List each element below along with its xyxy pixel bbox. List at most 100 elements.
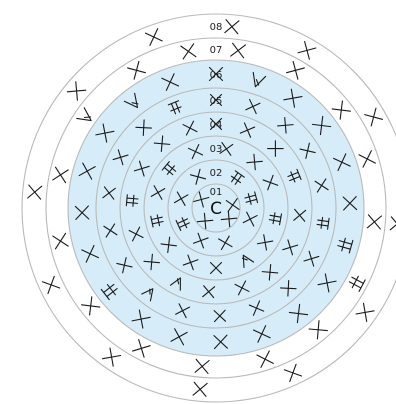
single-crochet-stitch-icon: [192, 381, 208, 397]
single-crochet-stitch-icon: [317, 273, 337, 293]
round-4-ring: [119, 111, 313, 305]
single-crochet-stitch-icon: [202, 285, 216, 299]
single-crochet-stitch-icon: [219, 141, 234, 156]
single-crochet-stitch-icon: [283, 88, 303, 108]
single-crochet-stitch-icon: [311, 115, 332, 136]
single-crochet-stitch-icon: [293, 208, 307, 222]
single-crochet-stitch-icon: [242, 211, 258, 227]
single-crochet-stitch-icon: [245, 98, 261, 115]
single-crochet-stitch-icon: [331, 100, 351, 120]
single-crochet-stitch-icon: [150, 185, 166, 200]
round-label-6: 06: [210, 70, 223, 81]
single-crochet-stitch-icon: [133, 160, 150, 177]
single-crochet-stitch-icon: [239, 122, 256, 138]
single-crochet-stitch-icon: [160, 236, 177, 254]
single-crochet-stitch-icon: [256, 234, 274, 251]
half-double-crochet-stitch-icon: [268, 212, 283, 226]
single-crochet-stitch-icon: [252, 325, 271, 343]
single-crochet-stitch-icon: [66, 81, 87, 101]
single-crochet-stitch-icon: [127, 60, 146, 80]
single-crochet-stitch-icon: [220, 210, 238, 228]
single-crochet-stitch-icon: [282, 239, 299, 256]
single-crochet-stitch-icon: [131, 309, 151, 329]
round-label-8: 08: [210, 22, 223, 33]
single-crochet-stitch-icon: [209, 117, 223, 131]
single-crochet-stitch-icon: [41, 275, 61, 295]
round-8-ring: [21, 13, 396, 403]
single-crochet-stitch-icon: [355, 302, 375, 323]
half-double-crochet-stitch-icon: [316, 216, 330, 230]
single-crochet-stitch-icon: [308, 320, 328, 340]
half-double-crochet-stitch-icon: [161, 161, 177, 176]
single-crochet-stitch-icon: [27, 184, 43, 200]
single-crochet-stitch-icon: [112, 149, 129, 166]
single-crochet-stitch-icon: [314, 178, 329, 193]
single-crochet-stitch-icon: [283, 363, 303, 383]
round-label-3: 03: [210, 144, 223, 155]
round-7-ring: [45, 37, 387, 379]
single-crochet-stitch-icon: [78, 162, 96, 180]
single-crochet-stitch-icon: [103, 223, 118, 238]
increase-stitch-icon: [141, 288, 154, 302]
half-double-crochet-stitch-icon: [230, 170, 245, 185]
single-crochet-stitch-icon: [246, 153, 263, 171]
single-crochet-stitch-icon: [187, 144, 204, 160]
single-crochet-stitch-icon: [208, 66, 224, 82]
single-crochet-stitch-icon: [101, 347, 122, 367]
round-labels: 01 02 03 04 05 06 07 08: [210, 22, 223, 198]
increase-stitch-icon: [169, 277, 181, 291]
single-crochet-stitch-icon: [267, 140, 284, 157]
single-crochet-stitch-icon: [261, 264, 279, 281]
single-crochet-stitch-icon: [297, 40, 317, 60]
single-crochet-stitch-icon: [277, 117, 294, 134]
round-2-ring: [167, 159, 265, 257]
single-crochet-stitch-icon: [144, 28, 163, 46]
round-5-ring: [95, 87, 337, 329]
single-crochet-stitch-icon: [364, 107, 384, 127]
single-crochet-stitch-icon: [299, 142, 316, 159]
single-crochet-stitch-icon: [153, 135, 171, 152]
single-crochet-stitch-icon: [218, 235, 233, 251]
single-crochet-stitch-icon: [248, 300, 265, 316]
single-crochet-stitch-icon: [81, 244, 99, 263]
single-crochet-stitch-icon: [225, 198, 240, 212]
single-crochet-stitch-icon: [52, 166, 69, 184]
single-crochet-stitch-icon: [358, 150, 376, 168]
single-crochet-stitch-icon: [74, 205, 90, 220]
half-double-crochet-stitch-icon: [167, 100, 182, 115]
single-crochet-stitch-icon: [262, 174, 279, 191]
single-crochet-stitch-icon: [389, 216, 396, 232]
single-crochet-stitch-icon: [175, 303, 191, 319]
half-double-crochet-stitch-icon: [337, 237, 354, 254]
single-crochet-stitch-icon: [213, 334, 228, 350]
half-double-crochet-stitch-icon: [100, 283, 118, 301]
round-label-4: 04: [210, 120, 223, 131]
half-double-crochet-stitch-icon: [244, 191, 259, 205]
single-crochet-stitch-icon: [116, 257, 133, 274]
half-double-crochet-stitch-icon: [125, 194, 139, 207]
single-crochet-stitch-icon: [288, 303, 309, 324]
round-3-ring: [143, 135, 289, 281]
single-crochet-stitch-icon: [256, 350, 274, 368]
half-double-crochet-stitch-icon: [175, 217, 190, 232]
increase-stitch-icon: [123, 92, 139, 109]
single-crochet-stitch-icon: [189, 168, 207, 185]
single-crochet-stitch-icon: [182, 254, 199, 271]
half-double-crochet-stitch-icon: [150, 214, 164, 228]
single-crochet-stitch-icon: [135, 119, 153, 137]
single-crochet-stitch-icon: [102, 186, 116, 200]
single-crochet-stitch-icon: [161, 73, 180, 91]
stitch-symbols: [27, 19, 396, 397]
round-label-2: 02: [210, 168, 223, 179]
single-crochet-stitch-icon: [193, 191, 210, 208]
single-crochet-stitch-icon: [192, 232, 209, 249]
single-crochet-stitch-icon: [366, 214, 382, 230]
round-label-5: 05: [210, 96, 223, 107]
single-crochet-stitch-icon: [182, 120, 198, 136]
single-crochet-stitch-icon: [143, 253, 160, 271]
single-crochet-stitch-icon: [279, 279, 297, 297]
single-crochet-stitch-icon: [173, 191, 189, 206]
round-6-ring: [67, 59, 365, 357]
single-crochet-stitch-icon: [224, 19, 240, 35]
